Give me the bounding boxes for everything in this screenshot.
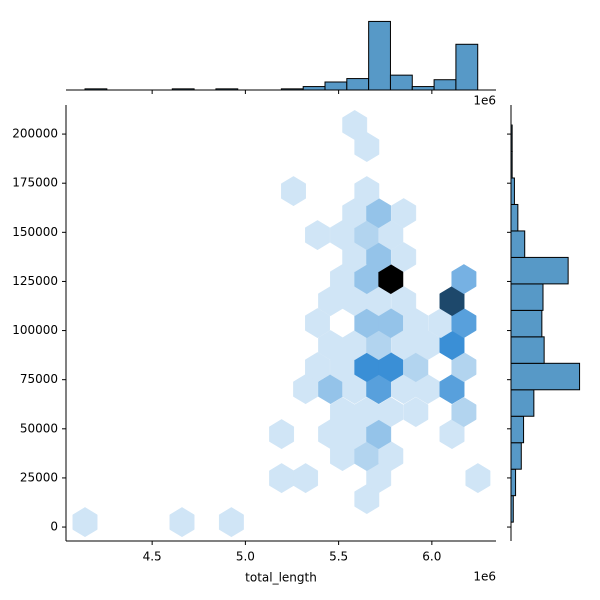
top-hist-bar xyxy=(411,86,435,91)
right-hist-bar xyxy=(510,468,517,497)
hex-bin xyxy=(269,463,295,494)
hex-bin xyxy=(169,507,195,538)
hex-bin xyxy=(465,463,491,494)
right-hist-bar xyxy=(510,230,526,258)
top-hist-bar xyxy=(368,20,391,91)
x-tick-label: 5.0 xyxy=(236,550,255,564)
right-hist-bar xyxy=(510,203,519,232)
hex-bin xyxy=(378,397,404,428)
right-hist-bar xyxy=(510,256,569,285)
y-tick-label: 75000 xyxy=(20,372,58,386)
x-tick-label: 4.5 xyxy=(143,550,162,564)
top-hist-bar xyxy=(280,88,304,91)
top-hist-bar xyxy=(84,88,108,91)
y-tick-label: 125000 xyxy=(12,274,58,288)
x-offset-label: 1e6 xyxy=(473,570,496,584)
right-hist-bar xyxy=(510,442,522,470)
hex-bin xyxy=(218,507,244,538)
right-hist-bar xyxy=(510,415,525,444)
top-hist-bar xyxy=(171,88,195,91)
right-hist-bar xyxy=(510,177,515,205)
hex-bin xyxy=(281,176,306,207)
hex-bin xyxy=(391,286,417,317)
right-hist-bar xyxy=(510,495,514,523)
hex-bin xyxy=(391,242,417,273)
top-hist-bar xyxy=(302,86,326,91)
right-hist-bar xyxy=(510,389,535,417)
y-tick-label: 0 xyxy=(50,520,58,534)
y-tick-label: 175000 xyxy=(12,176,58,190)
top-hist-bar xyxy=(346,78,370,91)
top-offset-label: 1e6 xyxy=(473,94,496,108)
y-tick-label: 200000 xyxy=(12,127,58,141)
y-tick-label: 25000 xyxy=(20,470,58,484)
hex-bin xyxy=(451,397,477,428)
y-tick-label: 50000 xyxy=(20,421,58,435)
right-hist-bar xyxy=(510,124,513,153)
hex-bin xyxy=(305,220,330,251)
x-tick-label: 5.5 xyxy=(329,550,348,564)
x-tick-label: 6.0 xyxy=(422,550,441,564)
hex-bin xyxy=(305,308,330,339)
hex-bin xyxy=(293,463,319,494)
hex-bin xyxy=(342,110,368,140)
hex-bin xyxy=(451,264,477,295)
y-tick-label: 100000 xyxy=(12,323,58,337)
top-hist-bar xyxy=(324,81,348,91)
x-axis-label: total_length xyxy=(245,571,317,585)
right-hist-bar xyxy=(510,362,581,391)
hex-bin xyxy=(72,507,98,538)
hex-bin xyxy=(354,176,380,207)
right-hist-bar xyxy=(510,151,513,179)
right-hist-bar xyxy=(510,283,544,311)
y-tick-label: 150000 xyxy=(12,225,58,239)
top-hist-bar xyxy=(455,43,479,91)
top-hist-bar xyxy=(433,79,457,91)
right-hist-bar xyxy=(510,336,545,364)
hex-bin xyxy=(403,397,429,428)
hex-bin xyxy=(269,419,295,450)
right-hist-bar xyxy=(510,309,543,338)
top-hist-bar xyxy=(389,74,413,91)
top-hist-bar xyxy=(215,88,239,91)
hex-bin xyxy=(391,198,417,229)
hex-bin xyxy=(305,352,330,383)
